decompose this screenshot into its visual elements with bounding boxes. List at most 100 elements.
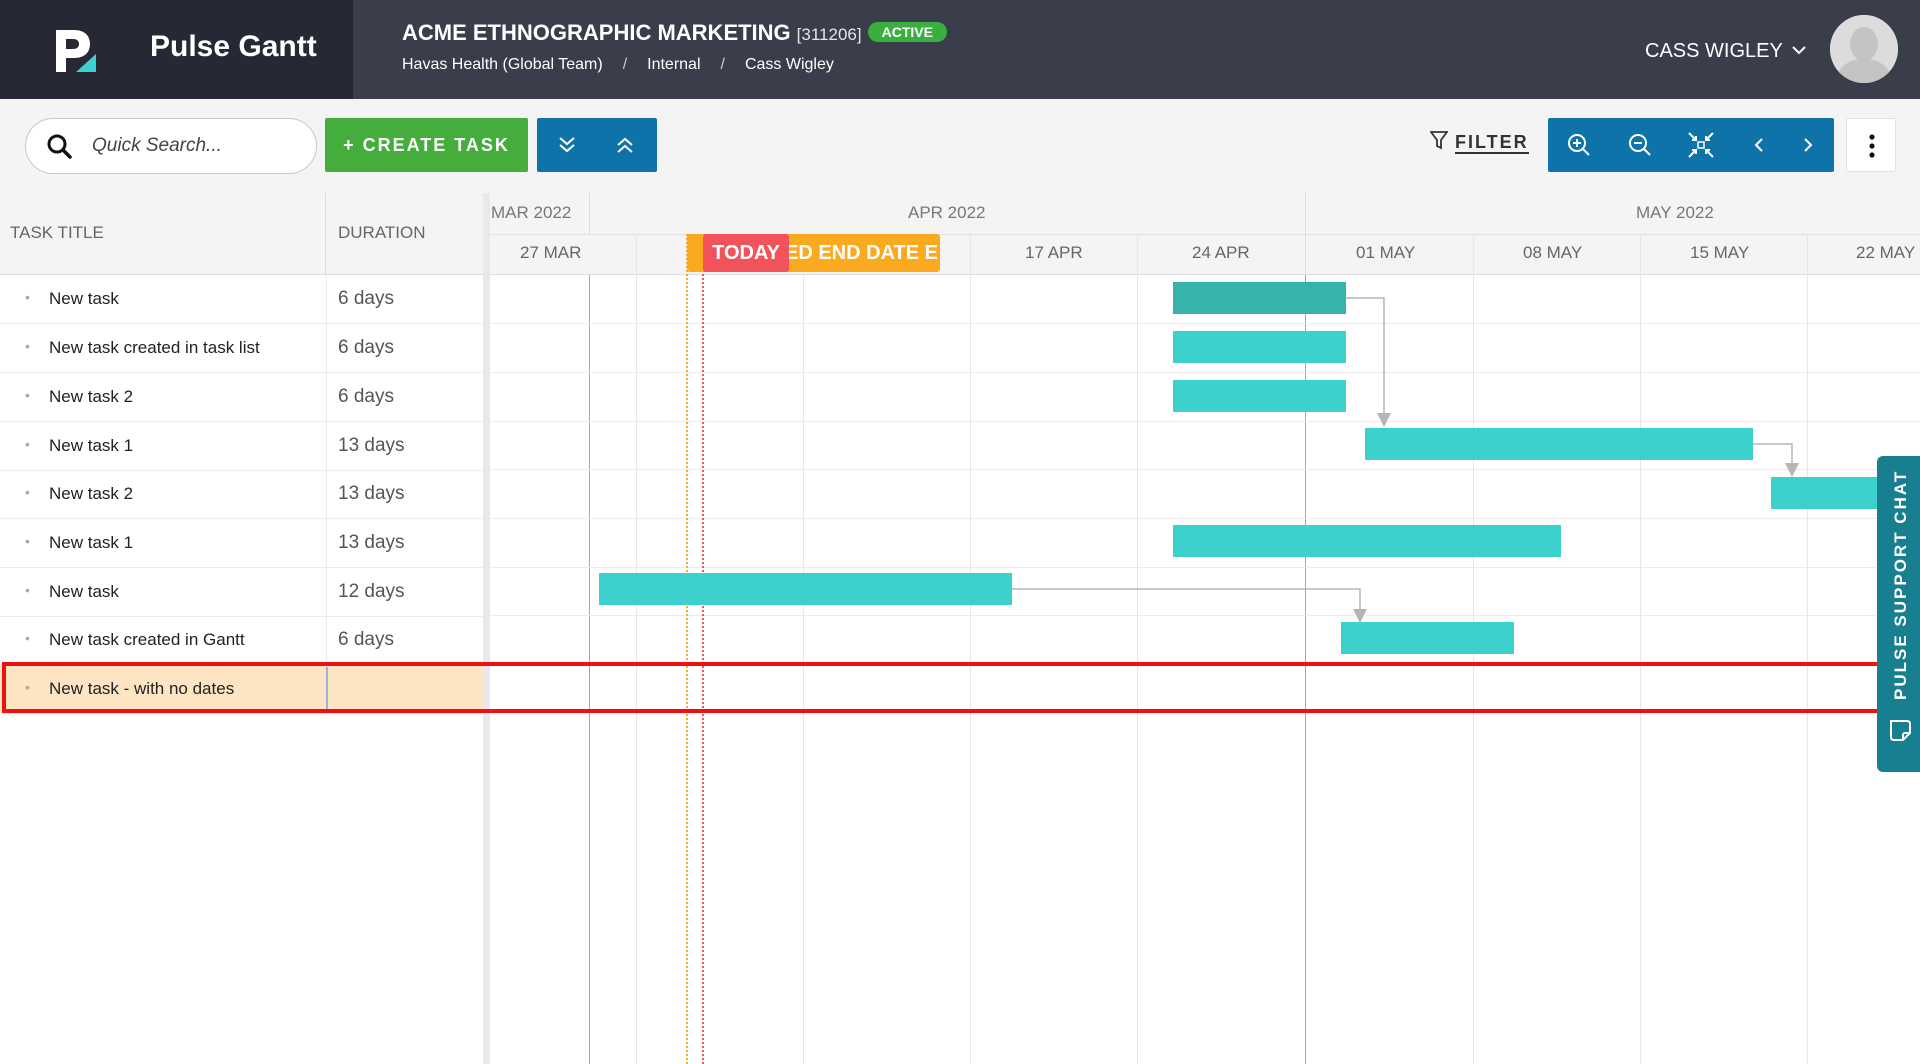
gantt-bar[interactable] (1173, 525, 1561, 557)
task-duration[interactable]: 6 days (338, 629, 394, 650)
month-divider (1305, 193, 1306, 275)
table-row[interactable]: • New task 1 13 days (0, 519, 483, 568)
chat-icon (1890, 720, 1911, 741)
table-row[interactable]: • New task 2 13 days (0, 470, 483, 519)
create-task-button[interactable]: + CREATE TASK (325, 118, 528, 172)
zoom-in-icon[interactable] (1564, 130, 1594, 160)
grid-column-line (326, 275, 327, 715)
breadcrumb-client[interactable]: Havas Health (Global Team) (402, 56, 603, 73)
row-gridline (490, 372, 1920, 373)
user-avatar-icon (1830, 15, 1898, 83)
row-bullet: • (25, 338, 30, 354)
row-bullet: • (25, 533, 30, 549)
row-gridline (490, 323, 1920, 324)
end-date-label: ED END DATE E (785, 242, 938, 264)
grid-header: TASK TITLE DURATION (0, 193, 485, 275)
task-duration[interactable]: 6 days (338, 288, 394, 309)
app-name: Pulse Gantt (150, 30, 317, 63)
month-mar-2022: MAR 2022 (491, 203, 572, 222)
task-duration[interactable]: 13 days (338, 532, 405, 553)
breadcrumb: Havas Health (Global Team) / Internal / Cass… (402, 56, 834, 74)
collapse-all-icon[interactable] (610, 130, 640, 160)
avatar[interactable] (1830, 15, 1898, 83)
project-title: ACME ETHNOGRAPHIC MARKETING [311206] ACTIV… (402, 20, 947, 46)
week-gridline (803, 275, 804, 1064)
row-gridline (490, 518, 1920, 519)
task-title[interactable]: New task created in Gantt (49, 630, 245, 649)
gantt-bar[interactable] (1341, 622, 1514, 654)
gantt-bar[interactable] (1173, 282, 1346, 314)
month-apr-2022: APR 2022 (908, 203, 986, 222)
breadcrumb-separator: / (622, 56, 628, 73)
breadcrumb-team[interactable]: Internal (647, 56, 701, 73)
week-gridline (1640, 234, 1641, 1064)
project-code: [311206] (796, 25, 862, 44)
task-duration[interactable]: 6 days (338, 386, 394, 407)
table-row[interactable]: • New task 1 13 days (0, 422, 483, 471)
project-name: ACME ETHNOGRAPHIC MARKETING (402, 20, 791, 45)
gantt-bar[interactable] (1173, 380, 1346, 412)
week-01-may: 01 MAY (1356, 243, 1416, 262)
user-menu[interactable]: CASS WIGLEY (1645, 40, 1806, 63)
task-title[interactable]: New task 1 (49, 436, 134, 455)
filter-button[interactable]: FILTER (1429, 130, 1529, 160)
support-chat-tab[interactable] (1877, 456, 1920, 772)
task-title[interactable]: New task created in task list (49, 338, 260, 357)
cell-cursor (326, 667, 328, 711)
search-input[interactable] (90, 126, 300, 166)
table-row[interactable]: • New task 12 days (0, 568, 483, 617)
table-row-selected[interactable]: • New task - with no dates (0, 665, 483, 714)
status-badge: ACTIVE (867, 22, 947, 42)
more-options-button[interactable] (1846, 118, 1896, 172)
zoom-controls (1548, 118, 1834, 172)
task-title[interactable]: New task 2 (49, 387, 134, 406)
row-gridline (490, 567, 1920, 568)
zoom-out-icon[interactable] (1625, 130, 1655, 160)
gantt-bar[interactable] (1173, 331, 1346, 363)
task-title[interactable]: New task (49, 582, 119, 601)
today-marker[interactable]: TODAY (703, 234, 789, 272)
gantt-bar[interactable] (599, 573, 1012, 605)
task-duration[interactable]: 13 days (338, 435, 405, 456)
pulse-logo[interactable] (52, 28, 98, 74)
support-chat-label: PULSE SUPPORT CHAT (1891, 470, 1910, 700)
week-gridline (1137, 234, 1138, 1064)
column-task-title[interactable]: TASK TITLE (10, 223, 104, 242)
column-duration[interactable]: DURATION (338, 223, 426, 242)
scroll-left-icon[interactable] (1744, 130, 1774, 160)
table-row[interactable]: • New task 6 days (0, 275, 483, 324)
row-gridline (490, 615, 1920, 616)
task-duration[interactable]: 12 days (338, 581, 405, 602)
task-duration[interactable]: 6 days (338, 337, 394, 358)
chevron-down-icon (1792, 46, 1806, 55)
month-divider (589, 193, 590, 234)
scroll-right-icon[interactable] (1793, 130, 1823, 160)
task-title[interactable]: New task 2 (49, 484, 134, 503)
expand-all-icon[interactable] (552, 130, 582, 160)
task-title[interactable]: New task (49, 289, 119, 308)
fit-to-screen-icon[interactable] (1686, 130, 1716, 160)
month-gridline (1305, 275, 1306, 1064)
header-divider (490, 234, 1920, 235)
table-row[interactable]: • New task created in task list 6 days (0, 324, 483, 373)
task-title[interactable]: New task 1 (49, 533, 134, 552)
row-bullet: • (25, 387, 30, 403)
row-bullet: • (25, 484, 30, 500)
grid-splitter[interactable] (483, 193, 490, 1064)
week-gridline (1807, 234, 1808, 1064)
table-row[interactable]: • New task 2 6 days (0, 373, 483, 422)
row-bullet: • (25, 630, 30, 646)
task-duration[interactable]: 13 days (338, 483, 405, 504)
table-row[interactable]: • New task created in Gantt 6 days (0, 616, 483, 665)
breadcrumb-owner[interactable]: Cass Wigley (744, 56, 834, 73)
week-17-apr: 17 APR (1025, 243, 1083, 262)
task-title[interactable]: New task - with no dates (49, 679, 235, 698)
expand-collapse-group (537, 118, 657, 172)
month-may-2022: MAY 2022 (1636, 203, 1714, 222)
row-gridline (490, 469, 1920, 470)
end-date-line (686, 234, 688, 1064)
week-08-may: 08 MAY (1523, 243, 1583, 262)
column-divider (325, 193, 326, 275)
more-vertical-icon (1869, 134, 1875, 158)
gantt-bar[interactable] (1365, 428, 1753, 460)
